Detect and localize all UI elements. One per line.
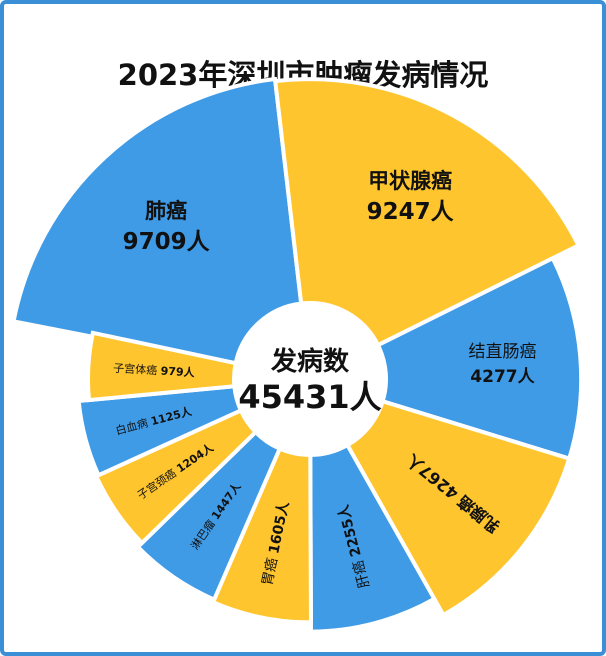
slice-value-2: 9247人 (367, 199, 455, 225)
slice-name-2: 甲状腺癌 (368, 169, 452, 193)
slice-name-5: 肝癌 (350, 559, 373, 590)
center-total: 45431人 (238, 378, 381, 416)
slice-value-3: 4277人 (470, 367, 535, 387)
slice-value-1: 9709人 (123, 229, 211, 255)
slice-value-10: 979人 (160, 363, 196, 379)
center-label: 发病数 (270, 346, 350, 377)
slice-label-10: 子宫体癌 979人 (113, 360, 196, 379)
center-hole (234, 303, 386, 455)
slice-3 (375, 255, 584, 462)
slice-name-6: 胃癌 (260, 556, 281, 587)
slice-name-1: 肺癌 (145, 199, 187, 223)
slice-name-10: 子宫体癌 (113, 360, 158, 376)
slice-name-3: 结直肠癌 (468, 342, 536, 362)
